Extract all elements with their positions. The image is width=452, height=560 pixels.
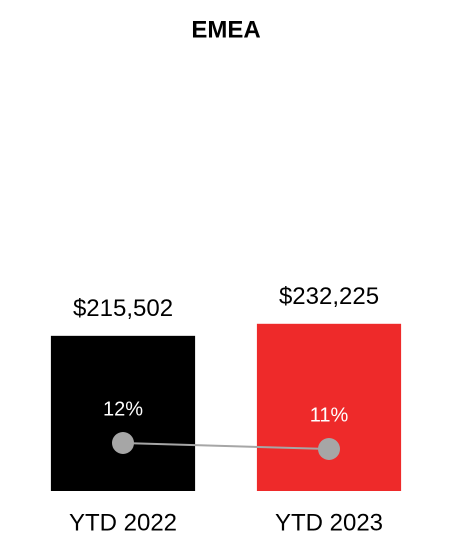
x-tick-label: YTD 2022 (69, 509, 177, 536)
bar (50, 335, 196, 491)
line-point (318, 438, 340, 460)
data-label: 12% (103, 398, 143, 420)
chart-title: EMEA (191, 16, 260, 43)
line (122, 442, 330, 450)
line-point (112, 432, 134, 454)
x-tick-label: YTD 2023 (275, 509, 383, 536)
data-label: $215,502 (73, 295, 173, 322)
data-label: 11% (310, 404, 349, 426)
bar (256, 323, 402, 491)
data-label: $232,225 (279, 283, 379, 310)
